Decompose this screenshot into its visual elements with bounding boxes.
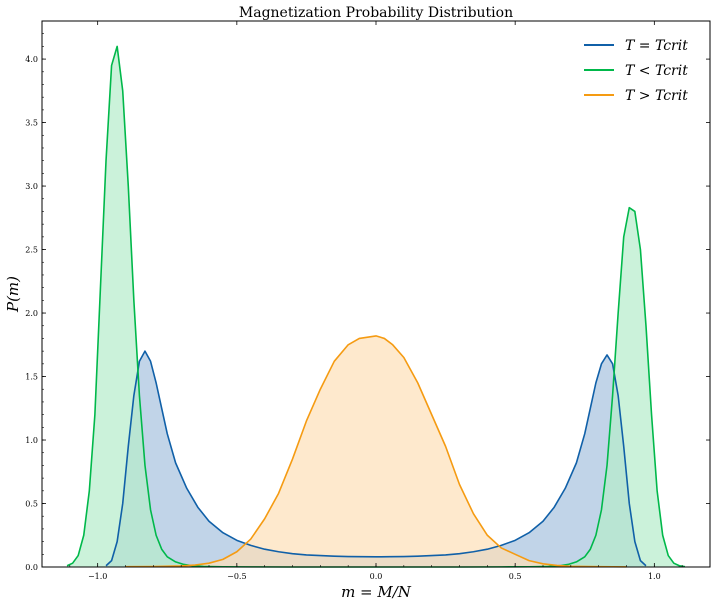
series-2-line bbox=[125, 335, 627, 568]
axis-ticks: −1.0 −0.5 0.0 0.5 1.0 0.0 0.5 1.0 1.5 2.0 2.5 3.0 3.… bbox=[25, 21, 711, 581]
y-tick-label: 3.5 bbox=[25, 119, 38, 128]
legend-label-2: T > Tcrit bbox=[625, 88, 688, 104]
x-tick-label: 0.5 bbox=[509, 572, 522, 581]
x-tick-label: −0.5 bbox=[227, 572, 246, 581]
series-2-fill bbox=[125, 335, 627, 567]
x-tick-label: 0.0 bbox=[370, 572, 383, 581]
y-tick-label: 2.0 bbox=[25, 309, 38, 318]
legend-label-1: T < Tcrit bbox=[625, 63, 688, 79]
chart-title: Magnetization Probability Distribution bbox=[239, 5, 513, 21]
y-tick-label: 0.5 bbox=[25, 500, 38, 509]
y-axis-label: P(m) bbox=[4, 276, 22, 313]
series-fills bbox=[67, 46, 685, 567]
y-tick-label: 4.0 bbox=[25, 55, 38, 64]
y-tick-label: 0.0 bbox=[25, 563, 38, 572]
y-tick-label: 1.5 bbox=[25, 373, 38, 382]
legend: T = Tcrit T < Tcrit T > Tcrit bbox=[584, 38, 688, 104]
legend-label-0: T = Tcrit bbox=[625, 38, 688, 54]
x-tick-label: −1.0 bbox=[88, 572, 107, 581]
x-tick-label: 1.0 bbox=[648, 572, 661, 581]
x-axis-label: m = M/N bbox=[341, 583, 412, 601]
y-tick-label: 1.0 bbox=[25, 436, 38, 445]
y-tick-label: 2.5 bbox=[25, 246, 38, 255]
series-1-fill bbox=[67, 46, 685, 567]
y-tick-label: 3.0 bbox=[25, 182, 38, 191]
series-0-line bbox=[105, 350, 647, 567]
